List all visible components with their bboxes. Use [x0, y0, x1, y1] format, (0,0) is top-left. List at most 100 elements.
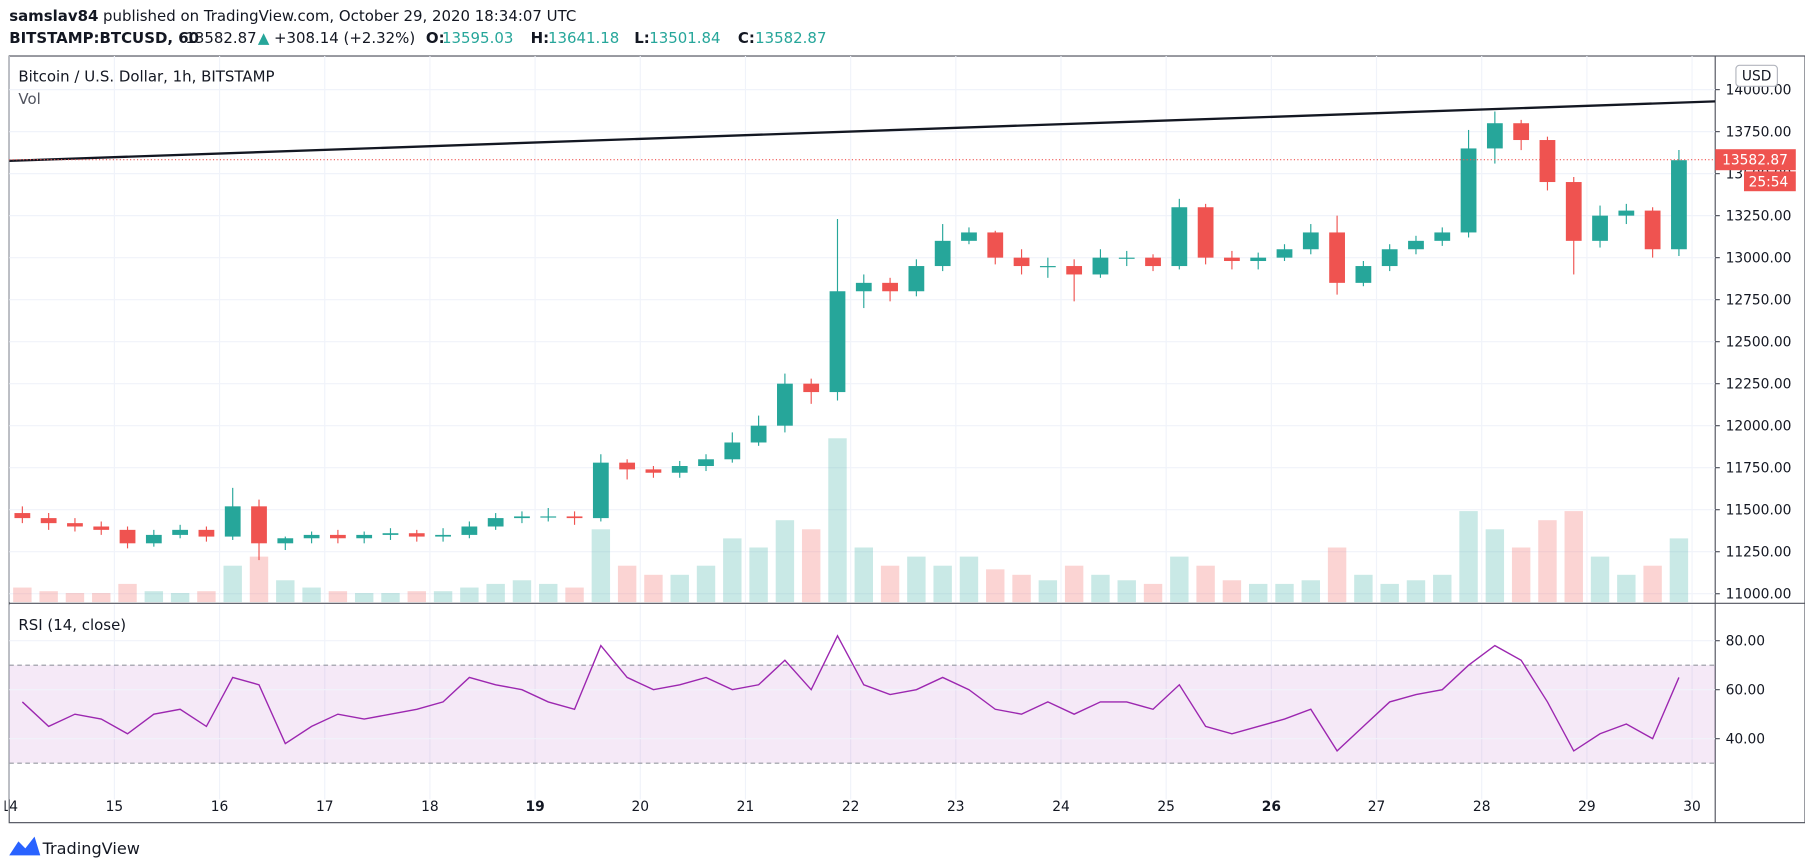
h-value: 13641.18	[548, 29, 619, 47]
x-tick-label: 27	[1368, 799, 1386, 815]
y-tick-label: 11000.00	[1726, 586, 1792, 602]
candle-body	[1302, 232, 1319, 250]
candle-body	[698, 459, 714, 467]
candle-body	[330, 534, 346, 539]
volume-bar	[1143, 583, 1163, 603]
rsi-label: RSI (14, close)	[18, 616, 126, 634]
volume-bar	[407, 591, 426, 603]
candle-body	[1434, 232, 1451, 241]
volume-bar	[986, 569, 1005, 603]
countdown-text: 25:54	[1749, 174, 1789, 190]
candle-body	[908, 266, 925, 292]
volume-bar	[801, 529, 821, 603]
volume-bar	[1170, 556, 1189, 603]
candle-body	[592, 462, 609, 519]
candle-body	[1039, 266, 1056, 268]
logo: TradingView	[9, 836, 140, 858]
volume-bar	[749, 547, 768, 603]
volume-bar	[933, 565, 952, 603]
candle-body	[1644, 210, 1661, 250]
c-value: 13582.87	[755, 29, 826, 47]
vol-label: Vol	[18, 90, 40, 108]
volume-bar	[591, 529, 611, 603]
candle-body	[1145, 257, 1161, 267]
price: 13582.87	[185, 29, 256, 47]
x-tick-label: 19	[525, 799, 544, 815]
volume-bar	[1117, 580, 1136, 603]
volume-bar	[565, 587, 584, 603]
x-tick-label: 29	[1578, 799, 1596, 815]
candle-body	[487, 518, 504, 527]
volume-bar	[512, 580, 532, 603]
x-tick-label: 28	[1473, 799, 1491, 815]
y-tick-label: 12000.00	[1726, 418, 1792, 434]
x-axis: 14 15 16 17 18 19 20 21 22 23 24 25 26 27 28 29 30	[5, 799, 1701, 815]
volume-bar	[302, 587, 321, 603]
volume-bar	[828, 438, 847, 603]
volume-bar	[670, 574, 689, 603]
x-tick-label: 18	[421, 799, 439, 815]
x-tick-label: 21	[737, 799, 755, 815]
volume-bar	[1038, 580, 1058, 603]
candle-body	[829, 291, 846, 393]
y-tick-label: 12250.00	[1726, 376, 1792, 392]
y-tick-label: 13000.00	[1726, 250, 1792, 266]
volume-bar	[354, 593, 374, 603]
x-tick-label: 24	[1052, 799, 1070, 815]
x-tick-label: 20	[631, 799, 649, 815]
volume-bar	[907, 556, 926, 603]
volume-bar	[249, 556, 269, 603]
volume-bar	[1511, 547, 1531, 603]
trendline	[9, 100, 1716, 163]
candle-body	[1408, 240, 1424, 250]
x-tick-label: 25	[1157, 799, 1175, 815]
l-label: L:	[634, 29, 650, 47]
volume-bar	[144, 591, 164, 603]
volume-bar	[1064, 565, 1084, 603]
volume-bar	[1406, 580, 1426, 603]
candle-body	[408, 533, 425, 537]
volume-bar	[854, 547, 873, 603]
logo-text: TradingView	[42, 839, 140, 858]
candle-body	[14, 513, 31, 519]
x-tick-label: 26	[1262, 799, 1281, 815]
x-tick-label: 16	[211, 799, 229, 815]
countdown-badge	[1743, 171, 1796, 192]
candle-body	[382, 533, 399, 535]
candle-body	[1671, 160, 1687, 250]
candle-body	[1171, 207, 1188, 267]
candle-body	[1513, 123, 1530, 141]
change: +308.14 (+2.32%)	[274, 29, 415, 47]
y-tick-label: 11250.00	[1726, 544, 1792, 560]
volume-bar	[1538, 520, 1557, 603]
y-tick-label: 12750.00	[1726, 292, 1792, 308]
volume-bar	[723, 538, 742, 603]
candle-body	[1250, 257, 1267, 262]
volume-bar	[276, 580, 295, 603]
l-value: 13501.84	[649, 29, 720, 47]
volume-bar	[1196, 565, 1215, 603]
published: published on TradingView.com, October 29…	[103, 7, 576, 25]
candle-body	[1355, 266, 1372, 283]
candle-body	[1197, 207, 1214, 258]
candle-body	[40, 518, 57, 524]
volume-bar	[1643, 565, 1662, 603]
candle-body	[566, 516, 583, 519]
volume-bar	[433, 591, 453, 603]
o-label: O:	[426, 29, 445, 47]
header-line: samslav84 published on TradingView.com, O…	[9, 7, 576, 25]
y-tick-label: 11750.00	[1726, 460, 1792, 476]
x-tick-label: 23	[947, 799, 965, 815]
candle-body	[882, 282, 898, 292]
candle-body	[750, 425, 767, 443]
x-tick-label: 22	[842, 799, 860, 815]
candle-body	[119, 529, 136, 544]
candle-body	[461, 526, 478, 535]
c-label: C:	[738, 29, 755, 47]
volume-bar	[1275, 583, 1294, 603]
volume-bar	[328, 591, 348, 603]
y-tick-label: 40.00	[1726, 731, 1766, 747]
candle-body	[645, 469, 662, 473]
candle-body	[172, 529, 189, 535]
